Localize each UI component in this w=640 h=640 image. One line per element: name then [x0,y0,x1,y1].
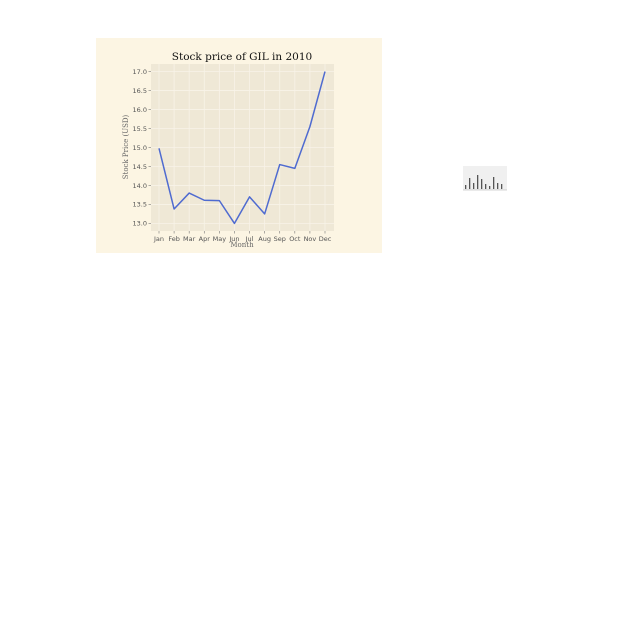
thumbnail-bar [465,185,467,189]
x-tick-label: Sep [274,235,286,243]
y-tick-label: 15.5 [133,125,147,133]
y-tick-label: 16.5 [133,87,147,95]
y-tick-label: 16.0 [133,106,147,114]
y-tick-label: 14.0 [133,182,147,190]
series-line [158,71,326,225]
y-tick-label: 17.0 [133,68,147,76]
x-tick-label: Feb [168,235,180,243]
thumbnail-bar [485,184,487,189]
y-axis-label: Stock Price (USD) [122,114,130,179]
x-tick-label: Oct [289,235,301,243]
thumbnail-bar-chart [463,166,507,191]
y-tick-label: 13.5 [133,201,147,209]
y-tick-label: 14.5 [133,163,147,171]
chart-title: Stock price of GIL in 2010 [172,51,312,63]
chart-figure: Stock price of GIL in 2010 13.0 13.5 14.0 1… [96,38,382,253]
series-layer [158,71,326,225]
x-tick-label: Jul [245,235,254,243]
line-chart: Stock price of GIL in 2010 13.013.514.01… [122,51,334,249]
y-tick-label: 15.0 [133,144,147,152]
thumbnail-bar [477,175,479,189]
thumbnail-bar [469,178,471,189]
x-tick-label: Jan [153,235,164,243]
y-axis: 13.0 13.5 14.0 14.5 15.0 15.5 16.0 16.5 17.0 [133,68,151,228]
x-tick-label: May [213,235,227,243]
x-tick-label: Apr [199,235,211,243]
thumbnail-bar [473,183,475,189]
y-tick-label: 13.0 [133,220,147,228]
thumbnail-bar [481,179,483,189]
x-axis: Jan Feb Mar Apr May Jun Jul Aug Sep Oct Nov Dec [153,231,332,243]
grid [151,64,334,231]
x-tick-label: Dec [319,235,332,243]
x-tick-label: Aug [258,235,271,243]
thumbnail-bars [463,175,507,191]
x-tick-label: Nov [304,235,317,243]
thumbnail-bar [497,183,499,189]
thumbnail-chart [455,160,511,202]
x-axis-label: Month [230,241,254,249]
thumbnail-bar [489,186,491,189]
thumbnail-bar [501,184,503,189]
x-tick-label: Mar [183,235,196,243]
thumbnail-bar [493,177,495,189]
x-tick-label: Jun [228,235,239,243]
